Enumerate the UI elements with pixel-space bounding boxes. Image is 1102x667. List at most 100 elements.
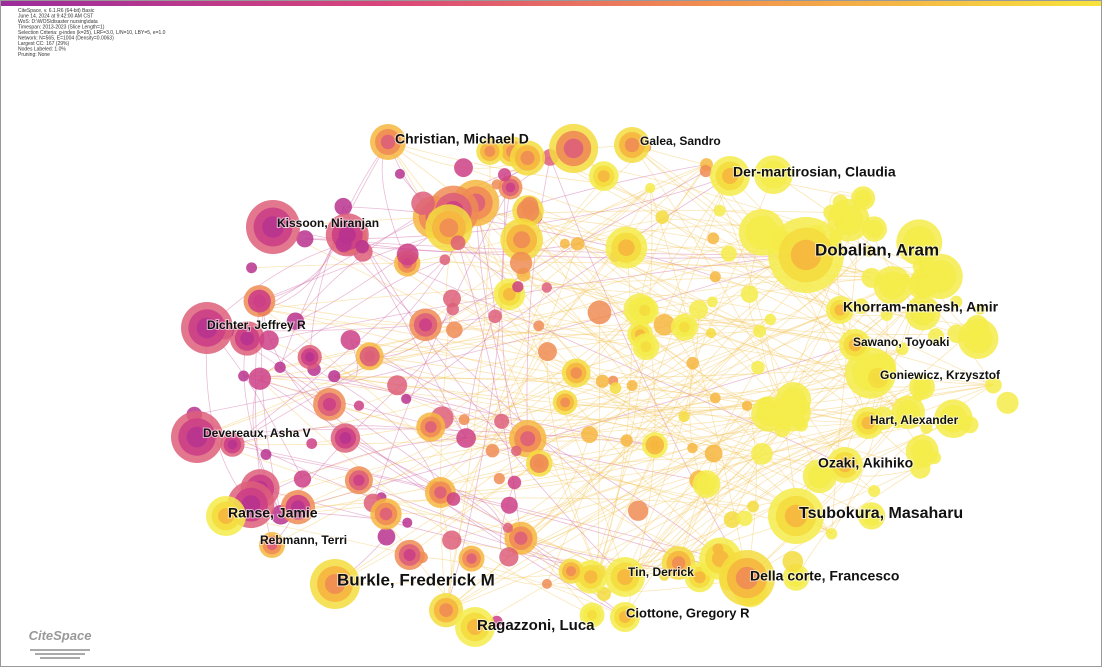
node-core [439,603,453,618]
node [710,156,750,196]
node-core [597,170,610,183]
node [645,182,656,194]
edge [508,405,767,558]
edge [194,254,807,416]
node [868,485,881,498]
node [896,342,909,356]
edge [445,250,870,611]
node [782,551,804,572]
edge [597,418,954,574]
node-core [218,508,234,524]
node [832,205,846,218]
node-core [403,548,416,561]
node-core [520,431,536,447]
node [259,330,279,351]
node-core [502,287,516,301]
node-core [418,318,433,332]
node-label: Kissoon, Niranjan [277,216,379,230]
info-line: Pruning: None [18,52,50,58]
node [330,423,361,453]
node-core [253,294,266,308]
edge [499,332,712,479]
node [334,197,352,216]
node-label: Ozaki, Akihiko [818,455,913,471]
node [898,274,911,288]
node [394,168,405,179]
edge [597,247,632,573]
edge [361,246,846,466]
node-core [784,504,808,528]
node [511,445,522,457]
edge [441,187,651,419]
node [892,418,903,429]
node [446,321,463,339]
edge [520,440,628,539]
node [628,500,649,521]
node [370,124,406,160]
node [439,254,451,266]
node-core [466,553,477,564]
edge [535,216,694,364]
edge [526,157,551,439]
edge [409,309,841,556]
edge [577,243,759,368]
node [720,245,737,262]
node [737,510,753,527]
edge [262,308,875,492]
edge [549,157,748,579]
node-core [700,478,713,490]
node [907,272,935,300]
node [655,210,670,224]
node [246,262,258,274]
edge [445,281,926,611]
node-core [587,610,598,620]
edge [442,351,548,419]
node-core [869,223,880,235]
node-core [915,280,927,292]
node [595,374,610,388]
edge [224,315,496,332]
node [570,236,585,251]
edge [243,375,763,455]
node-core [834,304,846,316]
edge [343,243,679,564]
node [220,432,245,457]
edge [444,259,760,332]
edge [387,141,601,184]
node [355,239,369,254]
node-label: Christian, Michael D [395,131,529,147]
node-label: Devereaux, Asha V [203,426,311,440]
node [688,300,708,320]
edge [523,274,957,335]
edge [523,274,716,399]
edge [746,422,898,579]
node [491,179,502,190]
edge [369,319,771,357]
node [825,528,838,540]
edge [259,259,445,379]
edge [731,198,864,520]
node [626,380,638,391]
labels: Christian, Michael D Galea, Sandro Der-mar… [202,130,1002,635]
node [296,230,314,248]
node-core [266,539,278,551]
edge [196,187,651,438]
nodes [171,123,1019,647]
node [949,295,963,309]
node [443,289,461,308]
node [905,295,941,331]
node-core [560,397,571,408]
node-core [848,338,862,352]
node [370,498,402,530]
node-core [513,231,531,249]
logo: CiteSpace [29,628,91,659]
node [653,314,676,336]
node [181,302,233,354]
node [416,412,446,442]
info-line: Largest CC: 167 (29%) [18,41,69,47]
node-core [812,469,827,483]
node-core [484,146,496,157]
node-core [291,500,305,515]
node [974,303,986,315]
